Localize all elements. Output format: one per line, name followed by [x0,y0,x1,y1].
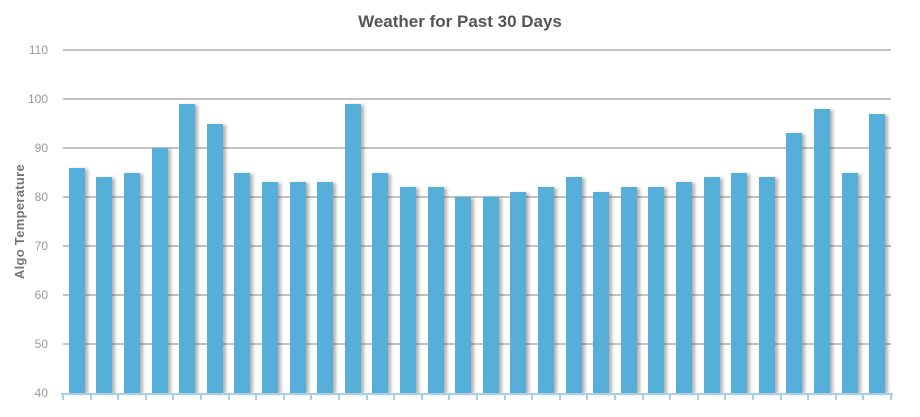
x-axis-tick [200,395,202,400]
bar [262,182,278,393]
bar [538,187,554,393]
x-axis-tick [724,395,727,400]
y-tick-label: 90 [34,141,48,155]
x-axis-tick [834,395,837,400]
x-axis-tick [614,395,616,400]
bar [620,187,637,393]
x-axis-tick [696,395,699,400]
x-axis-tick [144,395,147,400]
bar [676,182,692,393]
bar [68,167,85,393]
bar [372,172,389,393]
x-axis-tick [227,395,230,400]
x-axis-tick [586,395,589,400]
gridline [63,98,891,100]
bar [124,172,140,393]
gridline [63,245,891,247]
x-axis-tick [779,395,782,400]
x-axis-line [61,393,893,395]
bar [593,192,610,393]
gridline [63,147,891,149]
x-axis-tick [393,395,396,400]
x-axis-tick [420,395,423,400]
x-axis-tick [255,395,258,400]
x-axis-tick [172,395,175,400]
gridline [63,343,891,345]
bar [317,182,334,393]
gridline [63,49,891,51]
x-axis-tick [89,395,92,400]
x-axis-tick [62,395,64,400]
y-tick-label: 110 [28,43,48,57]
bar [234,172,251,393]
x-axis-tick [890,395,892,400]
y-tick-label: 60 [34,288,48,302]
x-axis-tick [558,395,561,400]
bar [869,113,886,393]
x-axis-tick [752,395,754,400]
x-axis-tick [365,395,368,400]
y-tick-label: 70 [34,239,48,253]
x-axis-tick [282,395,285,400]
bar [455,197,472,393]
plot-area [61,49,893,400]
bar [731,172,748,393]
y-axis-title-text: Algo Temperature [11,163,27,280]
x-axis-tick [531,395,534,400]
y-tick-label: 50 [34,337,48,351]
x-axis-tick [338,395,340,400]
x-axis-tick [476,395,478,400]
bar [206,123,223,393]
y-tick-label: 80 [34,190,48,204]
x-axis-tick [448,395,451,400]
bar [151,148,168,393]
bar [289,182,306,393]
bar [786,133,803,393]
gridline [63,196,891,198]
bar [565,177,582,393]
x-axis-tick [862,395,865,400]
bar [179,103,196,393]
bar [427,187,444,393]
x-axis-tick [669,395,672,400]
bar [841,172,858,393]
y-tick-label: 100 [27,92,48,106]
chart-title: Weather for Past 30 Days [358,12,562,31]
bar [758,177,775,393]
bar [703,177,720,393]
x-axis-tick [641,395,644,400]
bar [510,192,527,393]
bar [482,197,499,393]
bar [344,103,361,393]
x-axis-tick [310,395,313,400]
x-axis-tick [503,395,506,400]
bar [400,187,416,393]
x-axis-tick [117,395,120,400]
bar [814,108,830,393]
bar [96,177,113,393]
bar [648,187,665,393]
x-axis-tick [807,395,810,400]
y-tick-label: 40 [34,386,48,400]
gridline [63,294,891,296]
